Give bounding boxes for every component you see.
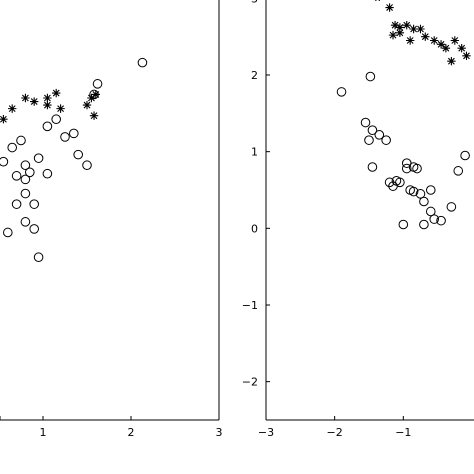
x-tick-label: 2 bbox=[128, 426, 135, 439]
circle-point bbox=[419, 196, 429, 207]
x-tick-label: 1 bbox=[40, 426, 47, 439]
circle-point bbox=[367, 125, 378, 135]
star-point bbox=[395, 23, 405, 32]
circle-point bbox=[395, 177, 405, 188]
circle-point bbox=[419, 219, 429, 230]
circle-point bbox=[429, 214, 440, 224]
x-tick-label: −3 bbox=[258, 426, 274, 439]
circle-point bbox=[33, 252, 44, 263]
star-point bbox=[441, 43, 451, 53]
star-point bbox=[402, 20, 411, 30]
star-point bbox=[395, 28, 405, 38]
star-point bbox=[56, 104, 65, 113]
circle-point bbox=[415, 189, 426, 199]
star-point bbox=[450, 36, 460, 45]
circle-point bbox=[446, 202, 457, 212]
circle-point bbox=[11, 171, 22, 181]
circle-point bbox=[436, 215, 446, 226]
circle-point bbox=[33, 153, 44, 163]
circle-point bbox=[0, 156, 9, 167]
star-point bbox=[430, 36, 439, 45]
star-point bbox=[409, 24, 418, 34]
circle-point bbox=[460, 150, 470, 161]
circle-point bbox=[25, 167, 35, 178]
circle-point bbox=[401, 163, 412, 174]
circle-point bbox=[69, 128, 79, 139]
y-tick-label: 1 bbox=[251, 146, 258, 159]
star-point bbox=[421, 32, 430, 41]
circle-point bbox=[412, 163, 422, 174]
star-point bbox=[385, 3, 394, 12]
circle-point bbox=[42, 121, 53, 132]
circle-point bbox=[7, 142, 17, 153]
circle-point bbox=[11, 199, 22, 209]
star-point bbox=[416, 24, 425, 34]
circle-point bbox=[20, 188, 31, 199]
star-point bbox=[89, 111, 99, 120]
circle-point bbox=[29, 224, 40, 234]
x-tick-label: −1 bbox=[395, 426, 411, 439]
x-tick-label: 3 bbox=[216, 426, 223, 439]
circle-point bbox=[60, 132, 70, 142]
circle-point bbox=[20, 174, 31, 185]
star-point bbox=[21, 93, 30, 103]
star-point bbox=[43, 93, 52, 103]
star-point bbox=[405, 36, 415, 45]
y-tick-label: −2 bbox=[242, 376, 258, 389]
circle-point bbox=[381, 135, 391, 145]
star-point bbox=[8, 104, 17, 113]
circle-point bbox=[425, 185, 436, 195]
circle-point bbox=[365, 71, 376, 82]
circle-point bbox=[364, 135, 374, 145]
y-tick-label: 0 bbox=[251, 222, 258, 235]
circle-point bbox=[89, 89, 99, 100]
circle-point bbox=[336, 87, 347, 97]
circle-point bbox=[51, 114, 62, 125]
circle-point bbox=[42, 168, 53, 179]
star-point bbox=[52, 88, 61, 98]
x-tick-label: −2 bbox=[327, 426, 343, 439]
circle-point bbox=[137, 57, 148, 68]
circle-point bbox=[73, 149, 83, 160]
star-point bbox=[436, 40, 446, 49]
circle-point bbox=[408, 186, 419, 197]
circle-point bbox=[360, 117, 371, 128]
star-point bbox=[447, 57, 456, 66]
left-scatter-plot: 1 2 3 bbox=[0, 0, 223, 439]
circle-point bbox=[374, 130, 385, 140]
y-tick-label: −1 bbox=[242, 299, 258, 312]
star-point bbox=[457, 43, 466, 53]
star-point bbox=[462, 51, 471, 61]
circle-point bbox=[453, 166, 464, 176]
star-point bbox=[91, 90, 100, 99]
star-point bbox=[30, 97, 39, 106]
star-point bbox=[43, 100, 52, 110]
circle-point bbox=[92, 79, 103, 89]
circle-point bbox=[20, 160, 31, 171]
circle-point bbox=[2, 227, 13, 238]
y-tick-label: 3 bbox=[251, 0, 258, 5]
circle-point bbox=[82, 160, 92, 171]
star-point bbox=[388, 30, 398, 40]
circle-point bbox=[398, 219, 409, 230]
circle-point bbox=[16, 135, 26, 146]
star-point bbox=[82, 100, 92, 110]
y-tick-label: 2 bbox=[251, 69, 258, 82]
circle-point bbox=[425, 206, 436, 217]
circle-point bbox=[367, 162, 378, 172]
circle-point bbox=[20, 217, 31, 227]
star-point bbox=[390, 20, 400, 30]
circle-point bbox=[29, 199, 40, 209]
right-scatter-plot: −3 −2 −1 −2 −1 0 1 2 3 bbox=[242, 0, 474, 439]
star-point bbox=[0, 115, 8, 124]
